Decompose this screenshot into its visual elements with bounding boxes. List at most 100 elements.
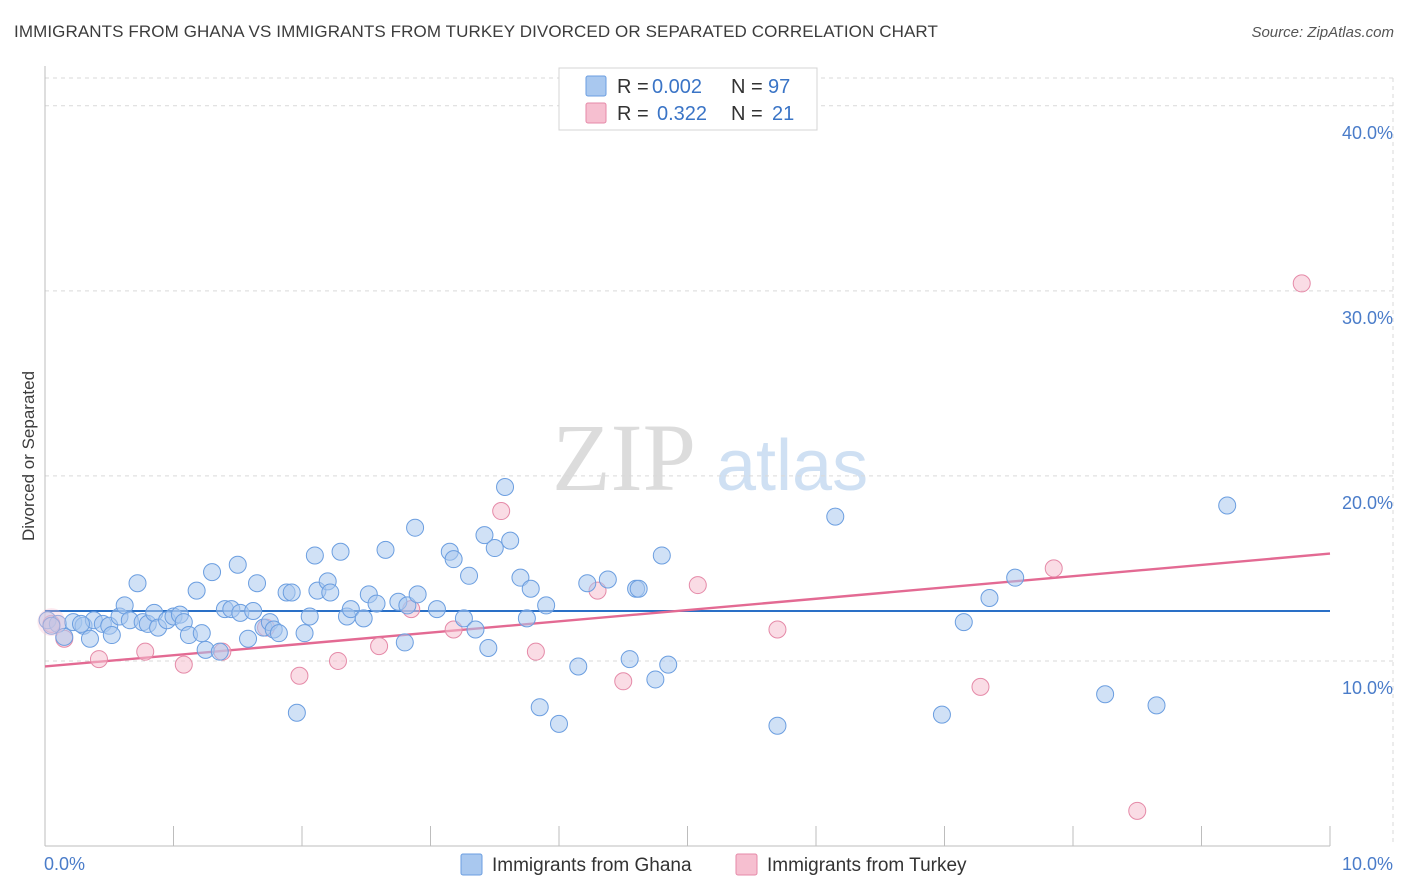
data-point-ghana bbox=[395, 633, 414, 652]
data-point-ghana bbox=[248, 574, 267, 593]
data-point-ghana bbox=[530, 698, 549, 717]
data-point-turkey bbox=[1292, 274, 1311, 293]
data-point-turkey bbox=[492, 502, 511, 521]
data-point-ghana bbox=[501, 531, 520, 550]
data-point-ghana bbox=[128, 574, 147, 593]
data-point-ghana bbox=[331, 542, 350, 561]
x-tick-label-max: 10.0% bbox=[1342, 854, 1393, 874]
data-point-turkey bbox=[1128, 801, 1147, 820]
legend-box: R = 0.002 N = 97 R = 0.322 N = 21 bbox=[558, 67, 818, 131]
data-point-ghana bbox=[203, 563, 222, 582]
grid-layer bbox=[45, 77, 1394, 846]
legend-swatch-ghana bbox=[585, 75, 607, 97]
data-point-ghana bbox=[367, 594, 386, 613]
data-point-turkey bbox=[136, 642, 155, 661]
data-point-ghana bbox=[578, 574, 597, 593]
data-point-ghana bbox=[475, 526, 494, 545]
y-tick-label: 10.0% bbox=[1342, 678, 1393, 698]
bottom-legend-label-turkey: Immigrants from Turkey bbox=[767, 855, 967, 876]
data-point-turkey bbox=[526, 642, 545, 661]
data-point-ghana bbox=[80, 629, 99, 648]
legend-r-value-turkey: 0.322 bbox=[657, 103, 707, 125]
data-point-ghana bbox=[454, 609, 473, 628]
data-point-ghana bbox=[102, 626, 121, 645]
y-tick-label: 30.0% bbox=[1342, 308, 1393, 328]
data-point-ghana bbox=[537, 596, 556, 615]
data-point-turkey bbox=[1044, 559, 1063, 578]
data-point-ghana bbox=[376, 540, 395, 559]
data-point-ghana bbox=[228, 555, 247, 574]
data-point-turkey bbox=[688, 576, 707, 595]
data-point-turkey bbox=[444, 620, 463, 639]
source-label: Source: ZipAtlas.com bbox=[1251, 24, 1394, 41]
data-point-turkey bbox=[768, 620, 787, 639]
data-point-ghana bbox=[460, 566, 479, 585]
watermark-atlas: atlas bbox=[716, 426, 868, 506]
data-point-ghana bbox=[1218, 496, 1237, 515]
data-point-ghana bbox=[406, 518, 425, 537]
legend-r-label-ghana: R = bbox=[617, 76, 649, 98]
data-point-ghana bbox=[398, 596, 417, 615]
data-point-ghana bbox=[305, 546, 324, 565]
data-point-ghana bbox=[354, 609, 373, 628]
bottom-legend-swatch-ghana bbox=[460, 853, 483, 876]
data-point-ghana bbox=[652, 546, 671, 565]
data-point-ghana bbox=[427, 600, 446, 619]
data-point-cluster bbox=[37, 608, 66, 637]
data-point-ghana bbox=[1096, 685, 1115, 704]
data-point-ghana bbox=[466, 620, 485, 639]
data-point-turkey bbox=[290, 666, 309, 685]
bottom-legend-label-ghana: Immigrants from Ghana bbox=[492, 855, 692, 876]
data-point-ghana bbox=[932, 705, 951, 724]
legend-n-label-turkey: N = bbox=[731, 103, 763, 125]
legend-n-value-turkey: 21 bbox=[772, 103, 794, 125]
data-point-ghana bbox=[826, 507, 845, 526]
axis-layer: 10.0% 20.0% 30.0% 40.0% bbox=[44, 66, 1393, 847]
legend-n-value-ghana: 97 bbox=[768, 76, 790, 98]
data-point-turkey bbox=[614, 672, 633, 691]
data-point-ghana bbox=[239, 629, 258, 648]
chart-title: IMMIGRANTS FROM GHANA VS IMMIGRANTS FROM… bbox=[14, 22, 938, 41]
data-point-ghana bbox=[1006, 568, 1025, 587]
bottom-legend-swatch-turkey bbox=[735, 853, 758, 876]
data-point-ghana bbox=[1147, 696, 1166, 715]
data-point-ghana bbox=[55, 627, 74, 646]
data-point-ghana bbox=[485, 539, 504, 558]
data-point-ghana bbox=[210, 642, 229, 661]
data-point-ghana bbox=[187, 581, 206, 600]
y-tick-label: 40.0% bbox=[1342, 123, 1393, 143]
data-point-ghana bbox=[496, 477, 515, 496]
legend-n-label-ghana: N = bbox=[731, 76, 763, 98]
data-point-ghana bbox=[444, 550, 463, 569]
y-tick-label: 20.0% bbox=[1342, 493, 1393, 513]
data-point-ghana bbox=[42, 616, 61, 635]
data-point-turkey bbox=[174, 655, 193, 674]
data-point-turkey bbox=[971, 677, 990, 696]
data-point-ghana bbox=[192, 624, 211, 643]
data-point-ghana bbox=[479, 638, 498, 657]
data-point-ghana bbox=[659, 655, 678, 674]
data-point-ghana bbox=[244, 601, 263, 620]
data-point-ghana bbox=[282, 583, 301, 602]
watermark-zip: ZIP bbox=[552, 404, 696, 511]
data-point-ghana bbox=[511, 568, 530, 587]
legend-r-label-turkey: R = bbox=[617, 103, 649, 125]
data-point-ghana bbox=[521, 579, 540, 598]
data-point-ghana bbox=[954, 613, 973, 632]
data-point-turkey bbox=[89, 650, 108, 669]
data-point-ghana bbox=[269, 624, 288, 643]
data-point-ghana bbox=[598, 570, 617, 589]
data-point-ghana bbox=[629, 579, 648, 598]
data-point-ghana bbox=[295, 624, 314, 643]
legend-swatch-turkey bbox=[585, 102, 607, 124]
data-point-ghana bbox=[980, 589, 999, 608]
data-point-ghana bbox=[768, 716, 787, 735]
data-point-ghana bbox=[620, 650, 639, 669]
data-point-ghana bbox=[646, 670, 665, 689]
data-point-turkey bbox=[370, 637, 389, 656]
legend-r-value-ghana: 0.002 bbox=[652, 76, 702, 98]
data-point-ghana bbox=[321, 583, 340, 602]
data-point-ghana bbox=[517, 609, 536, 628]
data-point-ghana bbox=[408, 585, 427, 604]
